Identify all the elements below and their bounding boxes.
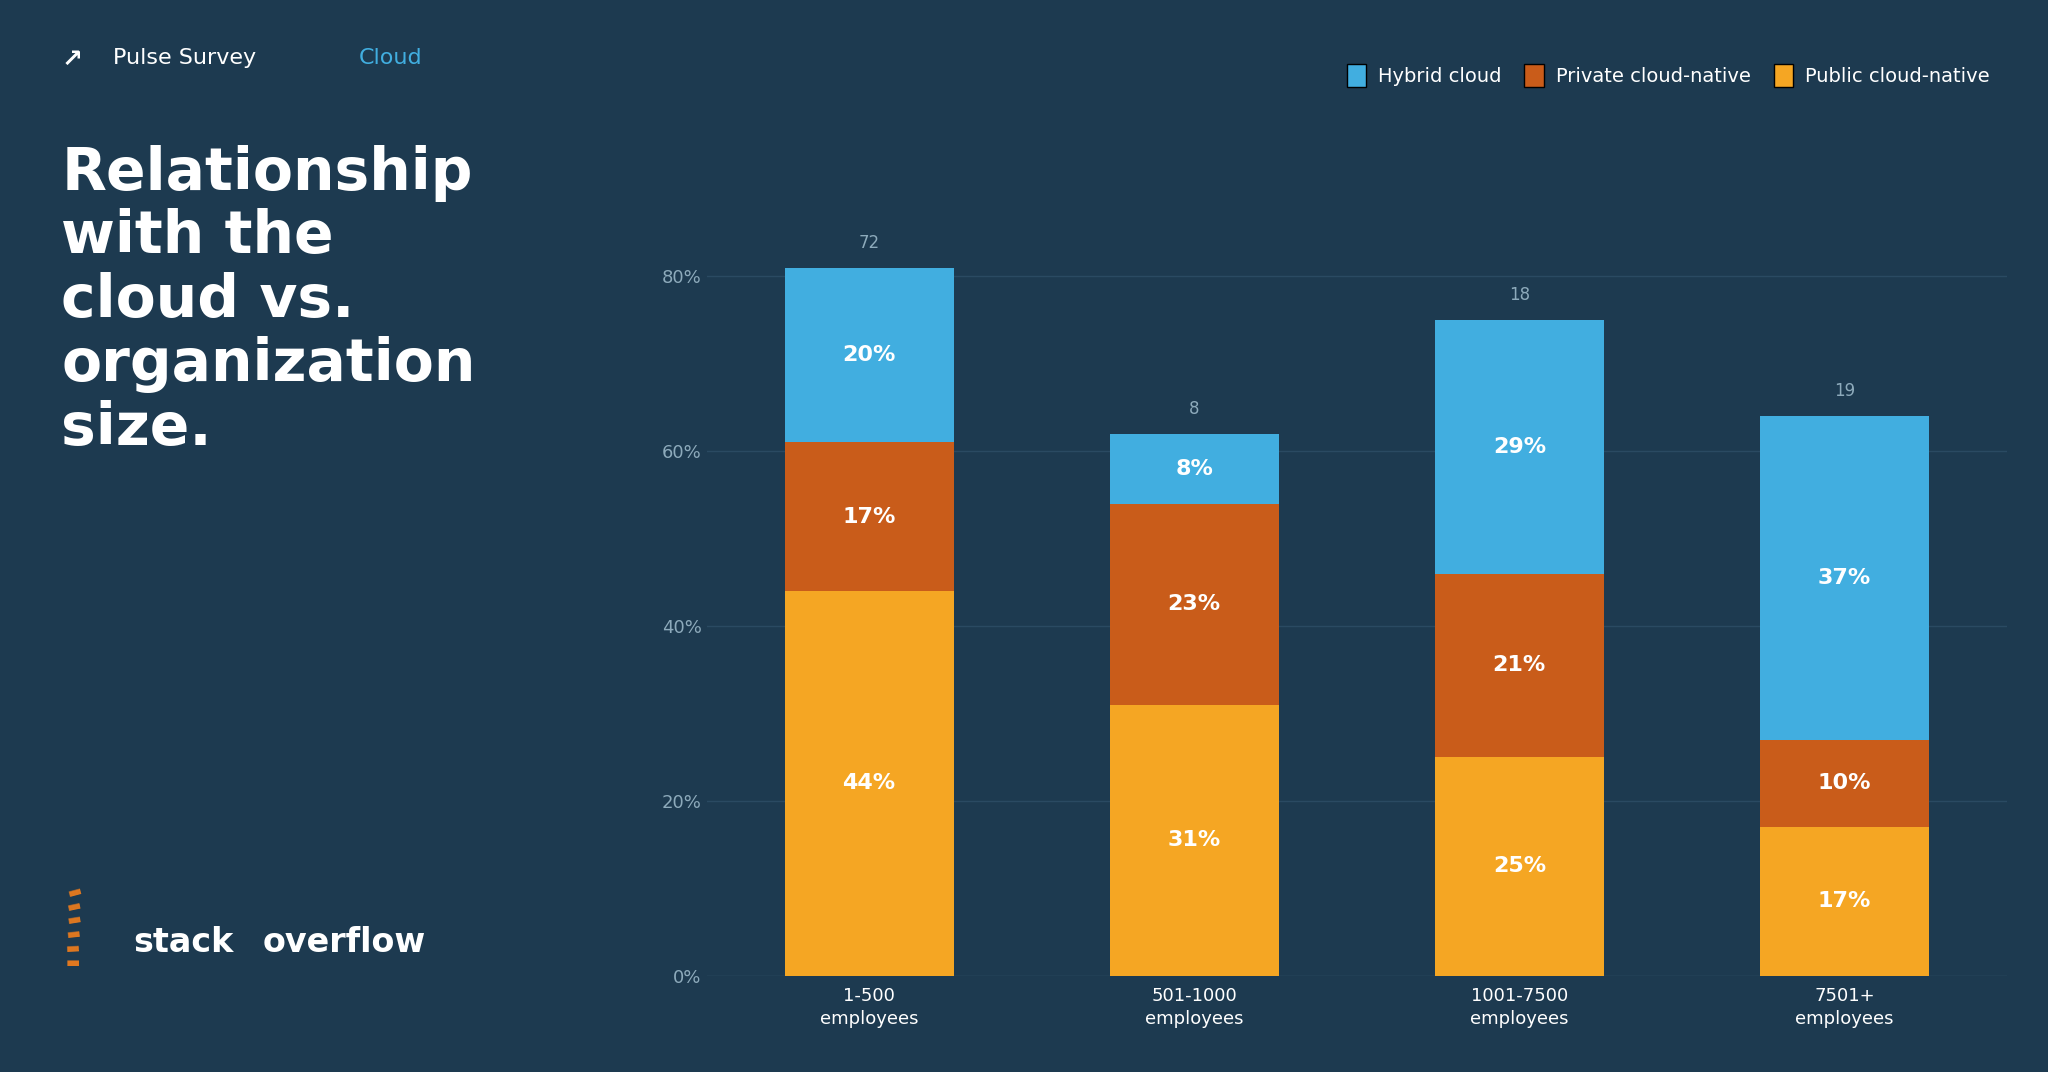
- Bar: [1759, 740, 1929, 827]
- Text: overflow: overflow: [262, 926, 426, 959]
- Bar: [1110, 704, 1278, 976]
- Text: 25%: 25%: [1493, 857, 1546, 876]
- Text: ▬: ▬: [66, 911, 82, 928]
- Text: 29%: 29%: [1493, 436, 1546, 457]
- Text: 44%: 44%: [842, 773, 895, 793]
- Legend: Hybrid cloud, Private cloud-native, Public cloud-native: Hybrid cloud, Private cloud-native, Publ…: [1339, 57, 1997, 94]
- Text: 10%: 10%: [1819, 773, 1872, 793]
- Text: 17%: 17%: [842, 507, 895, 526]
- Text: 8: 8: [1190, 400, 1200, 418]
- Text: Pulse Survey: Pulse Survey: [113, 48, 256, 69]
- Text: 37%: 37%: [1819, 568, 1872, 587]
- Text: 31%: 31%: [1167, 830, 1221, 850]
- Text: 20%: 20%: [842, 345, 895, 366]
- Text: 17%: 17%: [1819, 891, 1872, 911]
- Text: ▬: ▬: [66, 955, 80, 970]
- Text: ▬: ▬: [66, 897, 82, 914]
- Text: 8%: 8%: [1176, 459, 1212, 479]
- Text: 18: 18: [1509, 286, 1530, 304]
- Text: 72: 72: [858, 234, 881, 252]
- Bar: [1759, 827, 1929, 976]
- Text: 21%: 21%: [1493, 655, 1546, 675]
- Text: 19: 19: [1833, 383, 1855, 401]
- Bar: [784, 268, 954, 443]
- Text: 23%: 23%: [1167, 594, 1221, 614]
- Bar: [1110, 434, 1278, 504]
- Bar: [1759, 416, 1929, 740]
- Bar: [784, 443, 954, 591]
- Text: ▬: ▬: [66, 882, 84, 900]
- Text: stack: stack: [133, 926, 233, 959]
- Text: ▬: ▬: [66, 940, 80, 956]
- Bar: [1436, 757, 1604, 976]
- Text: Cloud: Cloud: [358, 48, 422, 69]
- Text: Relationship
with the
cloud vs.
organization
size.: Relationship with the cloud vs. organiza…: [61, 145, 475, 457]
- Bar: [784, 591, 954, 976]
- Bar: [1436, 321, 1604, 574]
- Bar: [1436, 574, 1604, 757]
- Text: ▬: ▬: [66, 926, 82, 942]
- Text: ↗: ↗: [61, 48, 82, 72]
- Bar: [1110, 504, 1278, 704]
